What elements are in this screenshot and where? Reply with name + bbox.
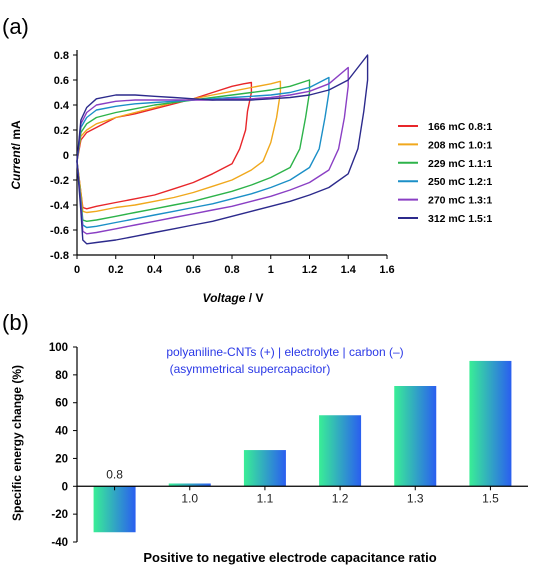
y-tick-label: 0: [63, 150, 69, 162]
panel-a-y-axis-title: Current/ mA: [9, 120, 23, 190]
panel-b-y-axis-title: Specific energy change (%): [10, 365, 24, 521]
panel-a-ticks: -0.8 -0.6 -0.4 -0.2 0 0.2 0.4 0.6 0.8 0 0.2 0.4 0.6 0…: [50, 50, 395, 276]
legend-entry-2: 229 mC 1.1:1: [428, 158, 492, 170]
panel-b-ticks: -40 -20 0 20 40 60 80 100 0.8 1.0 1.1 1.2 1.3 1.5: [49, 342, 499, 549]
y-tick-label: -0.6: [50, 225, 69, 237]
y-tick-label: 0.8: [54, 50, 69, 62]
bar-4: [394, 386, 437, 487]
cv-curve-3: [76, 76, 330, 229]
y-tick-label: -40: [51, 537, 68, 549]
category-label: 1.1: [257, 491, 274, 505]
x-axis-title-italic: Voltage: [203, 291, 246, 305]
panel-b-bars: [93, 360, 512, 533]
bar-0: [93, 486, 136, 533]
cv-curve-4: [76, 66, 349, 235]
x-tick-label: 1: [268, 264, 274, 276]
panel-b: (b) Specific energy change (%) Positive …: [2, 310, 528, 565]
cv-curve-0: [76, 81, 253, 210]
legend-entry-4: 270 mC 1.3:1: [428, 195, 492, 207]
panel-a-curves: [76, 54, 369, 245]
svg-text:Specific energy change (%): Specific energy change (%): [10, 365, 24, 521]
cv-curve-5: [76, 54, 369, 245]
panel-a: (a) Current/ mA Voltage / V -0.8 -0.6 -0.4…: [2, 14, 492, 305]
y-tick-label: 80: [55, 370, 68, 382]
x-tick-label: 0.6: [186, 264, 201, 276]
y-tick-label: 0.4: [54, 100, 70, 112]
bar-3: [319, 415, 362, 487]
y-axis-title-italic: Current: [9, 145, 23, 189]
y-tick-label: 0: [62, 481, 68, 493]
annotation-line-1: polyaniline-CNTs (+) | electrolyte | car…: [166, 345, 403, 359]
y-tick-label: 0.2: [54, 125, 69, 137]
x-tick-label: 0.8: [224, 264, 239, 276]
x-tick-label: 1.4: [341, 264, 357, 276]
panel-a-legend: 166 mC 0.8:1 208 mC 1.0:1 229 mC 1.1:1 250 …: [398, 121, 492, 225]
cv-curve-1: [76, 80, 282, 214]
category-label: 1.3: [407, 491, 424, 505]
bar-1: [168, 483, 211, 487]
category-label: 1.5: [482, 491, 499, 505]
legend-entry-1: 208 mC 1.0:1: [428, 139, 492, 151]
panel-a-axes: [73, 50, 388, 259]
y-tick-label: 60: [55, 398, 68, 410]
x-tick-label: 0.2: [108, 264, 123, 276]
y-tick-label: 0.6: [54, 75, 69, 87]
y-tick-label: -20: [51, 509, 68, 521]
bar-2: [243, 450, 286, 487]
panel-a-x-axis-title: Voltage / V: [203, 291, 264, 305]
x-axis-title-rest: / V: [245, 291, 263, 305]
panel-b-axes: [73, 346, 528, 543]
y-tick-label: -0.4: [50, 200, 70, 212]
panel-b-x-axis-title: Positive to negative electrode capacitan…: [143, 550, 436, 565]
x-tick-label: 0.4: [147, 264, 163, 276]
x-tick-label: 1.2: [302, 264, 317, 276]
legend-entry-5: 312 mC 1.5:1: [428, 213, 492, 225]
annotation-line-2: (asymmetrical supercapacitor): [170, 362, 331, 376]
x-tick-label: 0: [74, 264, 80, 276]
y-tick-label: 100: [49, 342, 68, 354]
panel-a-label: (a): [2, 14, 29, 39]
x-tick-label: 1.6: [379, 264, 394, 276]
y-tick-label: 20: [55, 453, 68, 465]
panel-b-label: (b): [2, 310, 29, 335]
category-label: 0.8: [106, 467, 123, 481]
y-axis-title-rest: / mA: [9, 120, 23, 146]
y-tick-label: -0.2: [50, 175, 69, 187]
svg-text:Current/ mA: Current/ mA: [9, 120, 23, 190]
category-label: 1.0: [181, 491, 198, 505]
y-tick-label: -0.8: [50, 250, 69, 262]
legend-entry-3: 250 mC 1.2:1: [428, 176, 492, 188]
cv-curve-2: [76, 79, 311, 222]
legend-entry-0: 166 mC 0.8:1: [428, 121, 492, 133]
category-label: 1.2: [332, 491, 349, 505]
bar-5: [469, 360, 512, 487]
y-tick-label: 40: [55, 426, 68, 438]
